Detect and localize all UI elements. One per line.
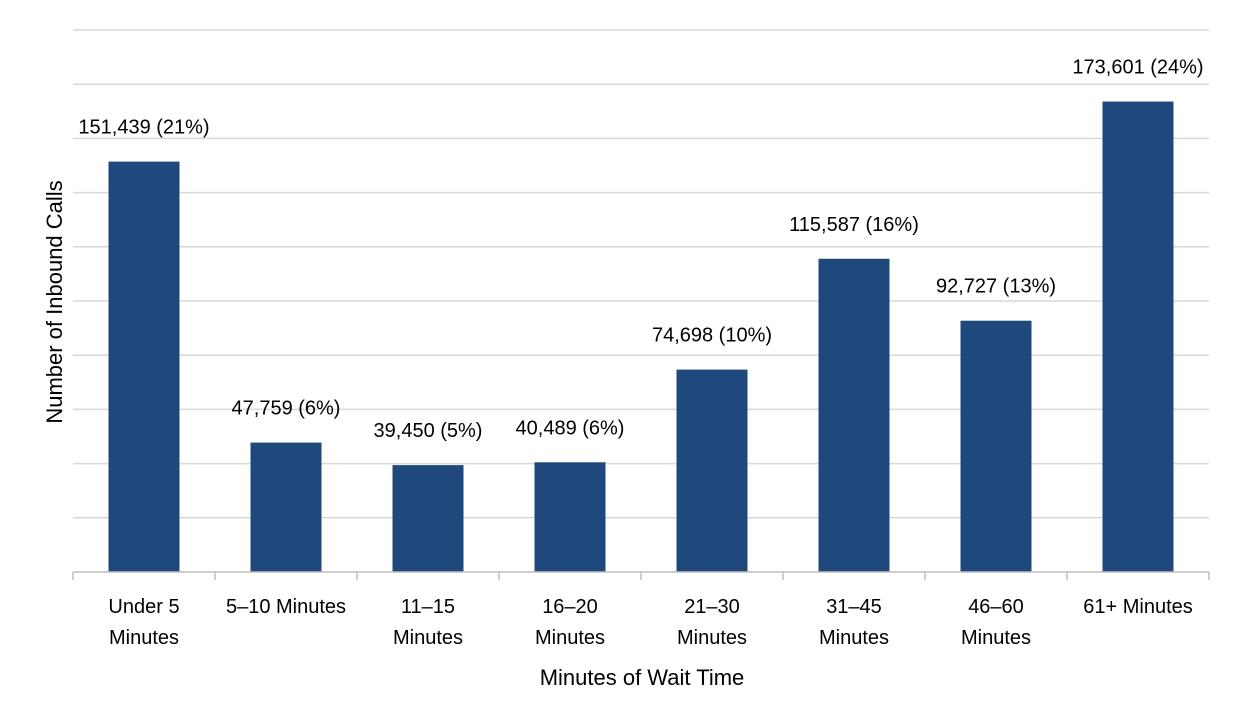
x-tick-label: Minutes [109,627,179,649]
bar [250,442,322,572]
data-label: 173,601 (24%) [1072,57,1203,79]
bar [676,369,748,572]
x-tick-label: 21–30 [684,596,740,618]
data-label: 40,489 (6%) [516,417,625,439]
x-tick-label: Minutes [535,627,605,649]
x-tick-label: Under 5 [108,596,179,618]
x-tick-label: 11–15 [401,596,455,618]
data-labels: 151,439 (21%) 47,759 (6%) 39,450 (5%) 40,48… [78,57,1203,443]
x-tick-label: 5–10 Minutes [226,596,346,618]
x-axis-title: Minutes of Wait Time [540,665,745,690]
x-tick-label: Minutes [393,627,463,649]
bar [960,320,1032,572]
data-label: 39,450 (5%) [374,420,483,442]
x-axis: Under 5 Minutes 5–10 Minutes 11–15 Minutes 16… [72,571,1210,649]
x-tick-label: Minutes [819,627,889,649]
data-label: 151,439 (21%) [78,117,209,139]
bar [1102,101,1174,572]
bar [818,258,890,572]
data-label: 47,759 (6%) [232,398,341,420]
bar [534,462,606,572]
bar [108,161,180,572]
x-tick-label: 16–20 [542,596,598,618]
gridlines [73,29,1209,519]
x-tick-label: 31–45 [826,596,882,618]
x-tick-label: 46–60 [968,596,1024,618]
x-tick-label: Minutes [961,627,1031,649]
y-axis-title: Number of Inbound Calls [42,180,67,423]
bars [108,101,1174,572]
data-label: 115,587 (16%) [789,214,919,236]
bar [392,465,464,572]
data-label: 74,698 (10%) [652,325,772,347]
x-tick-label: 61+ Minutes [1083,596,1193,618]
x-tick-label: Minutes [677,627,747,649]
data-label: 92,727 (13%) [936,276,1056,298]
